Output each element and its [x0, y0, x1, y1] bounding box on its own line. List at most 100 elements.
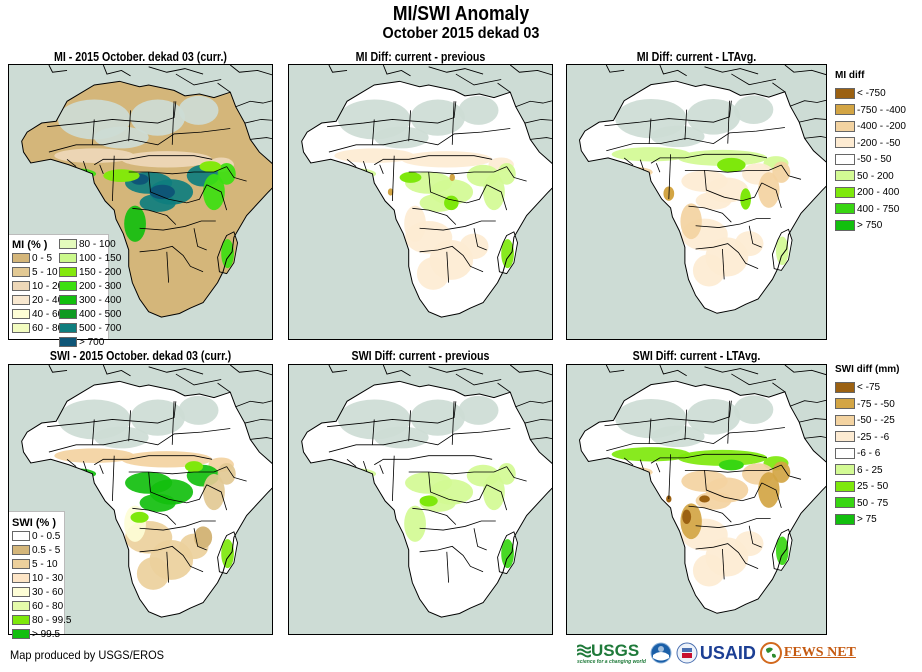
country-border [139, 245, 204, 273]
data-blob [682, 509, 692, 524]
data-blob [199, 161, 222, 173]
zone-guinea [613, 166, 653, 178]
zone-angola [124, 205, 146, 242]
country-border [193, 228, 207, 251]
legend-swi-abs-item: 0.5 - 5 [12, 544, 62, 558]
legend-label: 40 - 60 [32, 309, 64, 320]
country-border [524, 119, 552, 124]
zone-sahara [686, 398, 741, 435]
madagascar-coastline [217, 531, 239, 575]
africa-map [21, 65, 272, 318]
country-border [235, 100, 272, 108]
country-border [650, 153, 768, 164]
country-border [379, 464, 384, 474]
coastline [578, 380, 826, 614]
data-blob [184, 461, 204, 473]
coastline [21, 380, 272, 618]
data-blob [387, 188, 394, 196]
legend-label: > 75 [857, 514, 877, 525]
legend-label: 80 - 100 [79, 239, 116, 250]
legend-mi-abs-item: 20 - 40 [12, 294, 63, 308]
country-border [497, 82, 511, 93]
zone-sahara [734, 95, 774, 124]
legend-swatch [835, 431, 855, 443]
coastline [301, 80, 552, 318]
country-border [379, 164, 384, 174]
legend-swatch [59, 267, 77, 278]
zone-south [734, 531, 764, 557]
legend-mi-abs-item: 200 - 300 [59, 280, 121, 294]
zone-east [772, 461, 791, 483]
legend-swatch [835, 153, 855, 165]
legend-swatch [835, 398, 855, 410]
legend-label: < -75 [857, 382, 881, 393]
country-border [721, 248, 725, 280]
country-border [455, 73, 502, 86]
country-border [82, 461, 88, 473]
country-border [804, 136, 826, 139]
legend-mi-abs-item: 500 - 700 [59, 322, 121, 336]
country-border [327, 101, 457, 128]
data-blob [130, 511, 149, 523]
country-border [790, 99, 826, 107]
country-border [688, 205, 732, 223]
legend-swatch [835, 170, 855, 182]
country-border [47, 101, 177, 128]
zone-mad [775, 536, 789, 566]
legend-mi-diff-item: -50 - 50 [835, 152, 906, 169]
legend-label: 25 - 50 [857, 481, 889, 492]
zone-east [758, 472, 780, 508]
legend-mi-abs-item: 10 - 20 [12, 280, 63, 294]
legend-mi-diff-item: -400 - -200 [835, 119, 906, 136]
country-border [419, 245, 484, 273]
country-border [799, 118, 826, 123]
zone-south [136, 557, 170, 590]
zone-sahel [677, 449, 768, 466]
panel-title-swi-current: SWI - 2015 October. dekad 03 (curr.) [49, 348, 232, 363]
country-border [346, 158, 357, 167]
legend-label: 60 - 80 [32, 601, 64, 612]
country-border [486, 184, 508, 211]
country-border [486, 484, 508, 511]
zone-angola [680, 203, 702, 240]
country-border [372, 119, 375, 145]
country-border [419, 520, 496, 531]
country-border [412, 207, 457, 225]
legend-mi-abs-item: 300 - 400 [59, 294, 121, 308]
country-border [804, 436, 826, 439]
europe-coastline [605, 65, 826, 77]
legend-label: 50 - 200 [857, 170, 894, 182]
legend-swatch [59, 253, 77, 264]
zone-angola [124, 505, 146, 542]
data-blob [600, 402, 612, 421]
zone-south [179, 233, 209, 260]
country-border [695, 518, 771, 528]
legend-swatch [12, 531, 30, 542]
country-border [606, 427, 785, 452]
country-border [328, 128, 511, 153]
map-panel-mi-diff-prev [288, 64, 553, 340]
logo-strip: USGS science for a changing world USAID … [577, 638, 856, 668]
country-border [66, 458, 77, 467]
legend-swatch [12, 253, 30, 264]
country-border [655, 163, 661, 173]
zone-east [203, 473, 225, 511]
legend-swatch [835, 480, 855, 492]
legend-label: -25 - -6 [857, 431, 890, 443]
legend-label: 0.5 - 5 [32, 545, 61, 556]
country-border [497, 382, 511, 393]
map-credit: Map produced by USGS/EROS [10, 648, 165, 662]
zone-south [416, 257, 450, 290]
map-panel-swi-current [8, 364, 273, 635]
country-border [721, 548, 725, 580]
country-border [328, 428, 511, 453]
legend-mi-diff: MI diff < -750 -750 - -400 -400 - -200 -200… [835, 70, 906, 235]
country-border [244, 119, 272, 124]
data-blob [103, 169, 140, 182]
country-border [250, 137, 272, 140]
country-border [217, 382, 231, 393]
fewsnet-logo: FEWS NET [759, 642, 856, 664]
legend-swi-abs: SWI (% ) 0 - 0.5 0.5 - 5 5 - 10 10 - 30 30 -… [9, 511, 71, 640]
legend-swatch [12, 267, 30, 278]
legend-label: 50 - 75 [857, 497, 889, 509]
